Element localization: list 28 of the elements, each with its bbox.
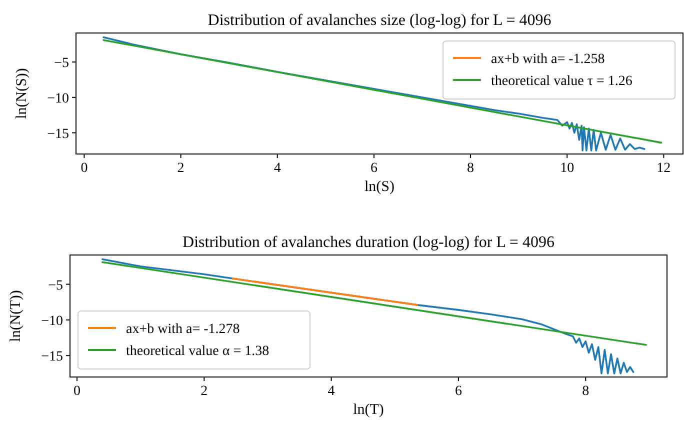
y-tick-label: −5 [54,56,69,72]
y-axis-title: ln(N(T)) [8,290,24,342]
y-tick-label: −10 [41,314,63,329]
y-tick-label: −5 [48,278,63,294]
y-tick-label: −10 [47,91,69,106]
x-tick-label: 8 [582,384,590,399]
x-tick-label: 8 [467,161,474,176]
x-tick-label: 2 [200,384,208,399]
x-axis-title: ln(T) [353,402,384,418]
x-axis-title: ln(S) [364,179,395,195]
x-tick-label: 0 [73,384,80,399]
x-tick-label: 4 [274,161,281,176]
x-tick-label: 6 [370,161,378,176]
x-tick-label: 10 [560,161,574,176]
legend-label: ax+b with a= -1.278 [126,322,240,337]
x-tick-label: 2 [177,161,184,176]
chart-title: Distribution of avalanches size (log-log) for L = 4096 [208,12,552,29]
y-axis-title: ln(N(S)) [14,68,30,119]
legend-label: theoretical value τ = 1.26 [491,74,632,89]
legend-label: theoretical value α = 1.38 [126,344,270,359]
x-tick-label: 0 [80,161,88,176]
y-tick-label: −15 [47,126,69,142]
x-tick-label: 12 [656,161,671,176]
x-tick-label: 6 [454,384,462,399]
chart-title: Distribution of avalanches duration (log-log) for L = 4096 [182,234,554,251]
legend-label: ax+b with a= -1.258 [491,52,605,67]
y-tick-label: −15 [41,350,63,365]
x-tick-label: 4 [328,384,335,399]
